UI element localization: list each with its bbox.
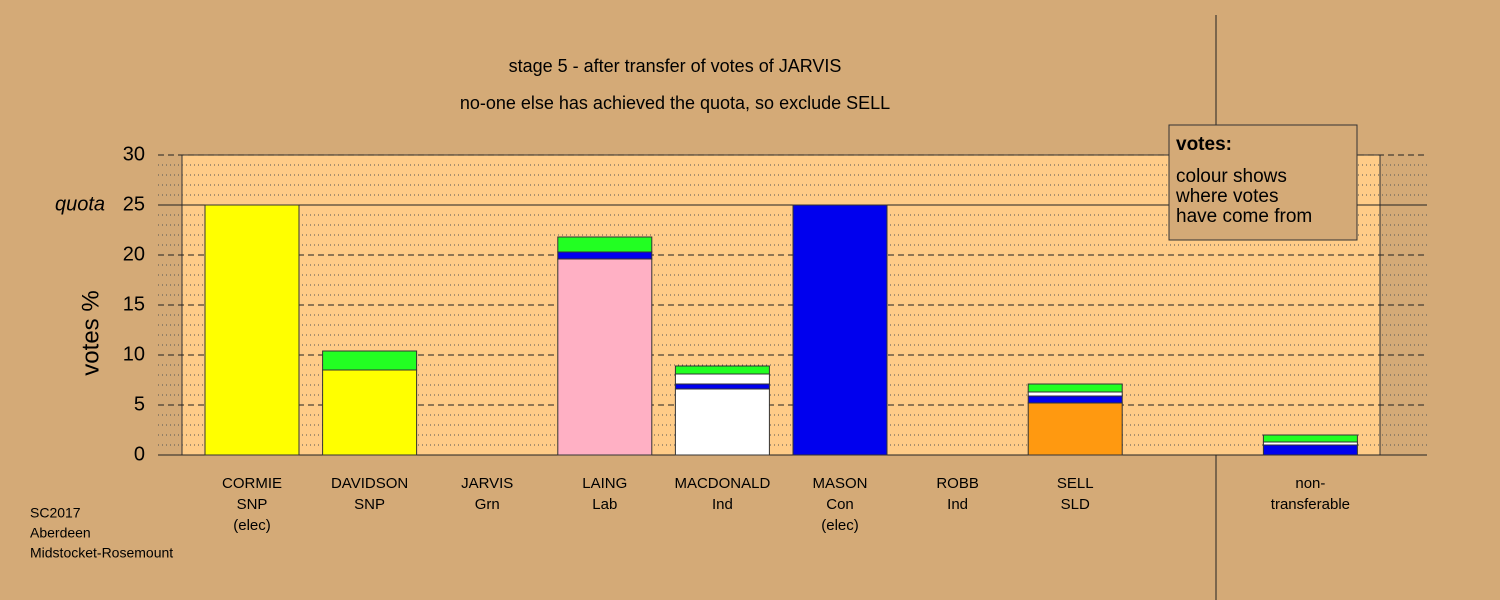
- y-tick-label: 15: [123, 293, 145, 315]
- x-tick-label: LAING: [582, 475, 627, 492]
- bar-segment: [1027, 402, 1123, 456]
- legend-text: have come from: [1176, 206, 1312, 227]
- x-tick-label: (elec): [233, 517, 271, 534]
- bar-segment: [204, 204, 300, 456]
- bar-segment: [1262, 434, 1358, 443]
- bar-segment: [1027, 383, 1123, 393]
- x-tick-label: MASON: [812, 475, 867, 492]
- bar-segment: [557, 236, 653, 253]
- y-tick-label: 30: [123, 143, 145, 165]
- x-tick-label: DAVIDSON: [331, 475, 408, 492]
- x-tick-label: SELL: [1057, 475, 1094, 492]
- bar-segment: [1027, 395, 1123, 404]
- bar-segment: [1262, 444, 1358, 456]
- x-tick-label: Lab: [592, 496, 617, 513]
- x-tick-label: Ind: [947, 496, 968, 513]
- x-tick-label: non-: [1295, 475, 1325, 492]
- x-tick-label: SNP: [237, 496, 268, 513]
- y-tick-label: 25: [123, 193, 145, 215]
- footer-text: SC2017: [30, 505, 81, 521]
- y-tick-label: 10: [123, 343, 145, 365]
- bar-segment: [322, 350, 418, 371]
- x-tick-label: Grn: [475, 496, 500, 513]
- x-tick-label: transferable: [1271, 496, 1350, 513]
- y-tick-label: 20: [123, 243, 145, 265]
- y-axis-label: votes %: [77, 290, 104, 375]
- chart-subtitle: no-one else has achieved the quota, so e…: [460, 93, 890, 113]
- x-tick-label: CORMIE: [222, 475, 282, 492]
- x-tick-label: SNP: [354, 496, 385, 513]
- chart-title: stage 5 - after transfer of votes of JAR…: [509, 56, 842, 76]
- bar-segment: [674, 373, 770, 385]
- footer-text: Midstocket-Rosemount: [30, 545, 173, 561]
- bar-segment: [674, 383, 770, 390]
- bar-segment: [674, 365, 770, 375]
- bar-segment: [1027, 391, 1123, 397]
- bar-segment: [674, 388, 770, 456]
- legend-heading: votes:: [1176, 134, 1232, 155]
- legend-text: where votes: [1175, 186, 1278, 207]
- y-tick-label: 0: [134, 443, 145, 465]
- x-tick-label: MACDONALD: [674, 475, 770, 492]
- legend-text: colour shows: [1176, 166, 1287, 187]
- x-tick-label: JARVIS: [461, 475, 513, 492]
- x-tick-label: SLD: [1061, 496, 1090, 513]
- x-tick-label: (elec): [821, 517, 859, 534]
- legend-frame: [1168, 124, 1358, 241]
- x-tick-label: Ind: [712, 496, 733, 513]
- y-tick-label: 5: [134, 393, 145, 415]
- bar-segment: [792, 204, 888, 456]
- footer-text: Aberdeen: [30, 525, 91, 541]
- bar-segment: [557, 258, 653, 456]
- x-tick-label: ROBB: [936, 475, 979, 492]
- x-tick-label: Con: [826, 496, 854, 513]
- bar-segment: [557, 251, 653, 260]
- quota-label: quota: [55, 193, 105, 215]
- bar-segment: [322, 369, 418, 456]
